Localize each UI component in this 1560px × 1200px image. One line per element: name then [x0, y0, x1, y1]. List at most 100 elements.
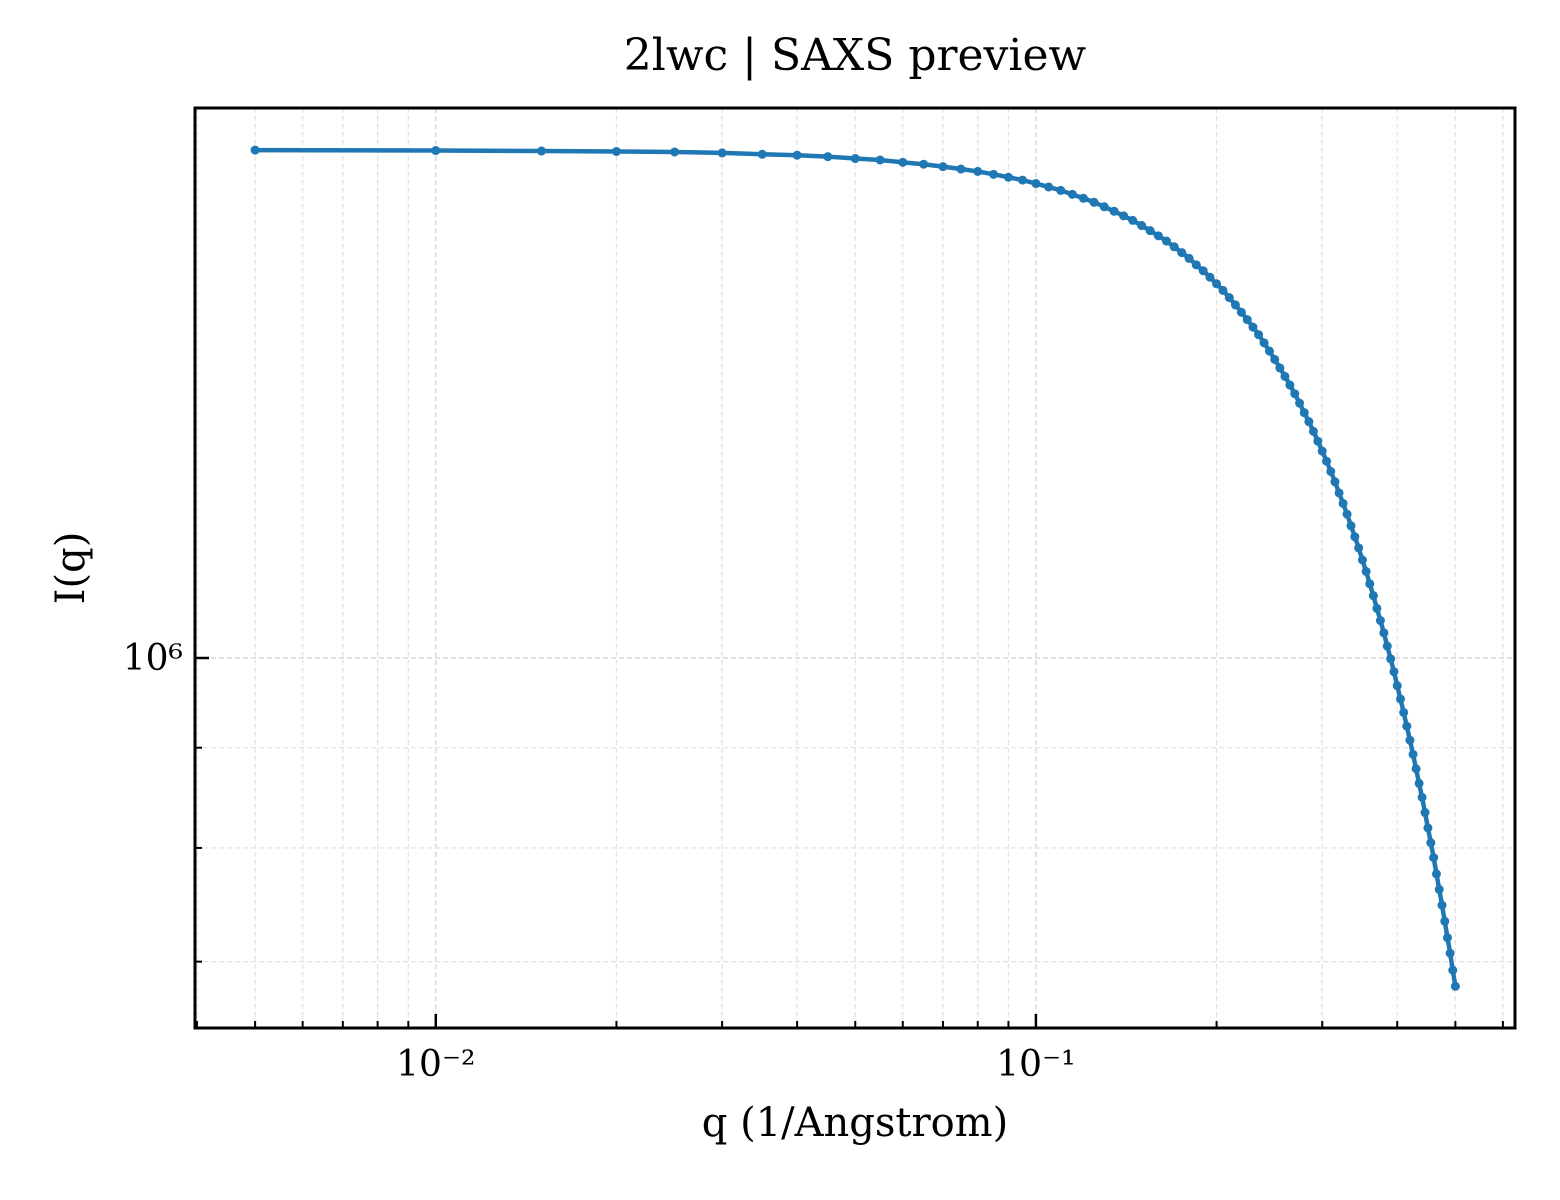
data-point: [1067, 189, 1077, 199]
data-point: [1423, 823, 1433, 833]
data-point: [1395, 694, 1405, 704]
data-point: [1426, 838, 1436, 848]
y-tick-label: 10⁶: [123, 638, 183, 679]
data-point: [1308, 426, 1318, 436]
data-point: [1330, 477, 1340, 487]
data-point: [670, 147, 680, 157]
data-point: [1295, 398, 1305, 408]
data-point: [1442, 933, 1452, 943]
data-point: [431, 146, 441, 156]
data-point: [1205, 272, 1215, 282]
data-point: [1399, 707, 1409, 717]
x-tick-label: 10⁻²: [396, 1044, 475, 1085]
data-point: [1440, 916, 1450, 926]
x-tick-label: 10⁻¹: [996, 1044, 1075, 1085]
data-point: [938, 162, 948, 172]
data-point: [1044, 182, 1054, 192]
data-point: [1109, 206, 1119, 216]
data-point: [757, 149, 767, 159]
data-point: [1313, 436, 1323, 446]
data-point: [1198, 266, 1208, 276]
data-point: [898, 157, 908, 167]
data-point: [250, 145, 260, 155]
data-point: [1056, 185, 1066, 195]
data-point: [1089, 197, 1099, 207]
data-point: [1317, 446, 1327, 456]
data-point: [1386, 654, 1396, 664]
data-point: [1236, 307, 1246, 317]
data-point: [1212, 279, 1222, 289]
data-point: [1420, 808, 1430, 818]
data-point: [1372, 603, 1382, 613]
data-point: [1259, 338, 1269, 348]
data-point: [875, 155, 885, 165]
data-point: [1450, 981, 1460, 991]
data-point: [1375, 616, 1385, 626]
data-point: [792, 150, 802, 160]
data-point: [1417, 792, 1427, 802]
data-point: [1334, 488, 1344, 498]
data-point: [1437, 900, 1447, 910]
data-point: [1392, 681, 1402, 691]
data-point: [1408, 749, 1418, 759]
data-point: [1270, 354, 1280, 364]
data-point: [1218, 285, 1228, 295]
data-point: [1361, 566, 1371, 576]
data-point: [1402, 721, 1412, 731]
data-point: [1254, 330, 1264, 340]
data-point: [1379, 628, 1389, 638]
data-point: [1169, 242, 1179, 252]
data-line: [255, 147, 1458, 987]
data-point: [1382, 641, 1392, 651]
data-point: [1161, 236, 1171, 246]
data-point: [1299, 408, 1309, 418]
data-point: [1414, 778, 1424, 788]
grid: [195, 108, 1515, 1028]
data-point: [1326, 466, 1336, 476]
data-point: [1119, 211, 1129, 221]
data-point: [1153, 231, 1163, 241]
data-point: [823, 152, 833, 162]
data-point: [1264, 346, 1274, 356]
data-point: [1322, 456, 1332, 466]
data-point: [1280, 371, 1290, 381]
data-point: [1411, 764, 1421, 774]
data-point: [973, 166, 983, 176]
chart-title: 2lwc | SAXS preview: [624, 30, 1087, 81]
data-point: [956, 164, 966, 174]
ticks: 10⁻² 10⁻¹ 10⁶: [123, 638, 1504, 1085]
data-point: [1350, 532, 1360, 542]
data-point: [1003, 172, 1013, 182]
data-point: [1354, 543, 1364, 553]
data-point: [1128, 215, 1138, 225]
data-point: [1031, 179, 1041, 189]
data-point: [1177, 248, 1187, 258]
x-axis-label: q (1/Angstrom): [702, 1100, 1008, 1146]
data-point: [1191, 260, 1201, 270]
data-point: [536, 146, 546, 156]
data-point: [1429, 853, 1439, 863]
data-point: [717, 148, 727, 158]
data-point: [611, 146, 621, 156]
data-point: [1368, 591, 1378, 601]
data-point: [1137, 221, 1147, 231]
data-point: [1342, 509, 1352, 519]
data-point: [919, 159, 929, 169]
data-point: [1434, 884, 1444, 894]
data-point: [1145, 226, 1155, 236]
data-point: [1448, 965, 1458, 975]
data-point: [1184, 253, 1194, 263]
data-point: [1099, 202, 1109, 212]
data-point: [1290, 389, 1300, 399]
plot-area: [250, 145, 1460, 991]
y-axis-label: I(q): [48, 532, 94, 605]
data-point: [1431, 869, 1441, 879]
data-point: [1078, 193, 1088, 203]
data-point: [1338, 498, 1348, 508]
data-point: [1365, 579, 1375, 589]
data-point: [1445, 948, 1455, 958]
data-point: [1389, 667, 1399, 677]
